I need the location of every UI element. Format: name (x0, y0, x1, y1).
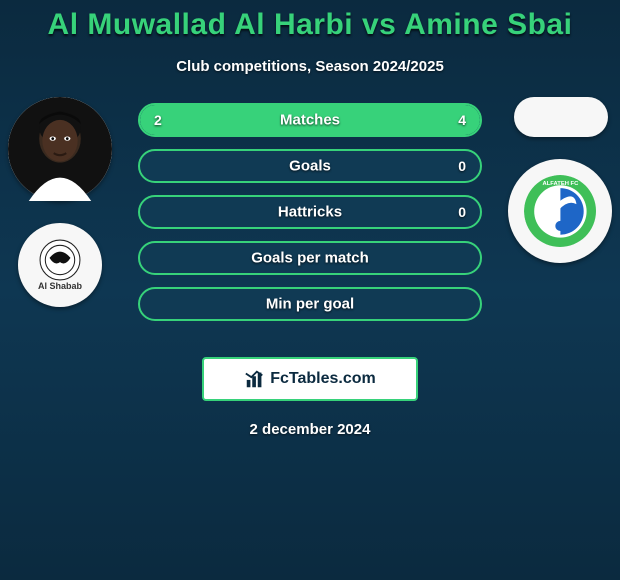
alshabab-badge-icon: Al Shabab (38, 239, 82, 291)
stat-bars: 2 Matches 4 Goals 0 Hattricks 0 (138, 103, 482, 333)
right-player-avatar (514, 97, 608, 137)
bar-label: Goals (140, 158, 480, 175)
bar-matches: 2 Matches 4 (138, 103, 482, 137)
bar-label: Matches (140, 112, 480, 129)
brand-chip[interactable]: FcTables.com (202, 357, 418, 401)
bar-right-val: 0 (458, 158, 466, 174)
right-avatars: ALFATEH FC (514, 97, 612, 263)
brand-label: FcTables.com (270, 370, 376, 388)
bar-label: Hattricks (140, 204, 480, 221)
bar-chart-icon (244, 368, 266, 390)
subtitle: Club competitions, Season 2024/2025 (0, 58, 620, 75)
bar-label: Min per goal (140, 296, 480, 313)
svg-text:ALFATEH FC: ALFATEH FC (542, 181, 579, 187)
left-club-label: Al Shabab (38, 281, 82, 291)
page-title: Al Muwallad Al Harbi vs Amine Sbai (0, 8, 620, 42)
alfateh-badge-icon: ALFATEH FC (524, 175, 597, 248)
left-club-badge: Al Shabab (18, 223, 102, 307)
right-club-badge: ALFATEH FC (508, 159, 612, 263)
bar-goals-per-match: Goals per match (138, 241, 482, 275)
left-player-avatar (8, 97, 112, 201)
bar-goals: Goals 0 (138, 149, 482, 183)
date-label: 2 december 2024 (0, 421, 620, 438)
bar-right-val: 0 (458, 204, 466, 220)
left-avatars: Al Shabab (8, 97, 112, 307)
bar-hattricks: Hattricks 0 (138, 195, 482, 229)
comparison-card: Al Muwallad Al Harbi vs Amine Sbai Club … (0, 0, 620, 580)
player-photo-icon (8, 97, 112, 201)
bar-min-per-goal: Min per goal (138, 287, 482, 321)
content: Al Shabab ALFATEH FC (0, 103, 620, 353)
bar-label: Goals per match (140, 250, 480, 267)
bar-right-val: 4 (458, 112, 466, 128)
